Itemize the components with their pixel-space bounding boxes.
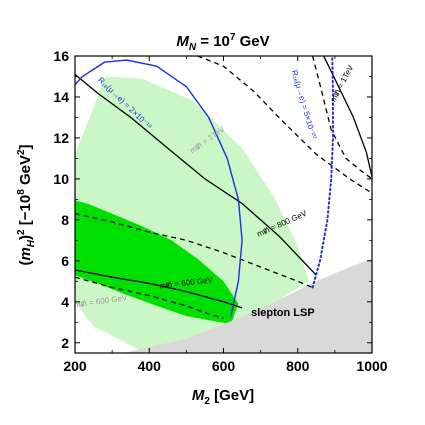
x-tick-label: 800 bbox=[286, 358, 310, 374]
contour-label-2: R₁ₑ(μ→e) = 5×10⁻²⁰ bbox=[290, 69, 318, 140]
y-tick-label: 8 bbox=[61, 212, 69, 228]
x-tick-label: 1000 bbox=[356, 358, 387, 374]
ticks-layer: 200 400 600 800 1000 2 4 6 8 10 12 14 16 bbox=[53, 48, 387, 374]
series-line-7 bbox=[311, 56, 372, 180]
region-label-slepton-lsp: slepton LSP bbox=[251, 307, 315, 319]
y-tick-label: 12 bbox=[53, 130, 69, 146]
y-tick-label: 14 bbox=[53, 89, 69, 105]
x-tick-label: 400 bbox=[138, 358, 162, 374]
series-line-9 bbox=[311, 56, 334, 289]
regions-layer bbox=[75, 76, 372, 353]
y-tick-label: 2 bbox=[61, 335, 69, 351]
y-tick-label: 4 bbox=[61, 294, 69, 310]
series-line-2 bbox=[75, 269, 243, 309]
y-axis-label: (mH)2 [−108 GeV2] bbox=[16, 144, 37, 265]
x-axis-label: M2 [GeV] bbox=[192, 387, 254, 407]
series-layer bbox=[75, 56, 372, 319]
x-tick-label: 600 bbox=[212, 358, 236, 374]
series-line-4 bbox=[75, 213, 313, 289]
chart-title: MN = 107 GeV bbox=[176, 32, 269, 53]
dark-green-band bbox=[75, 200, 239, 325]
series-line-8 bbox=[75, 59, 243, 317]
y-tick-label: 6 bbox=[61, 253, 69, 269]
series-line-6 bbox=[197, 56, 372, 194]
y-tick-label: 16 bbox=[53, 48, 69, 64]
x-tick-label: 200 bbox=[63, 358, 87, 374]
series-line-1 bbox=[75, 73, 317, 276]
y-tick-label: 10 bbox=[53, 171, 69, 187]
slepton-lsp bbox=[123, 258, 372, 353]
